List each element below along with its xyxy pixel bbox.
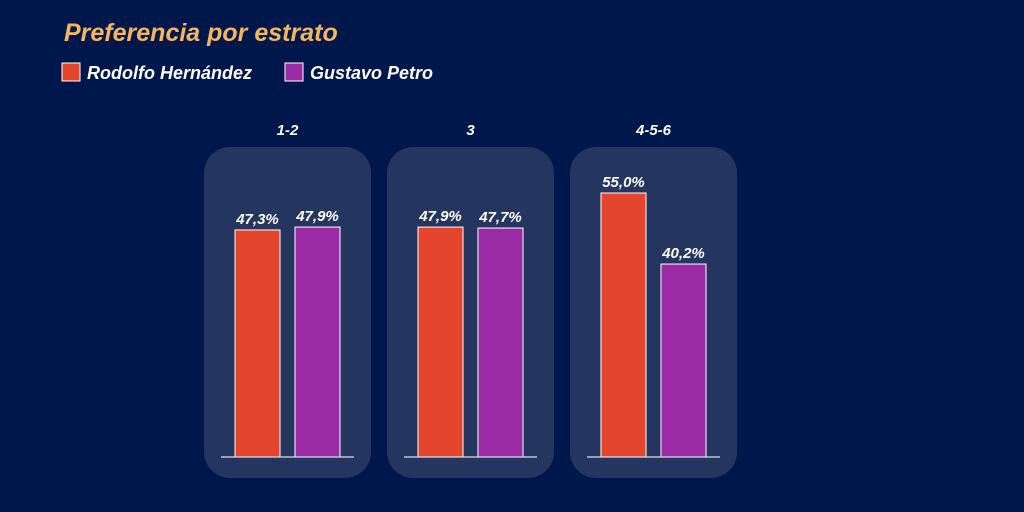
bar-4-5-6-series-0 — [600, 192, 647, 458]
panel-4-5-6 — [570, 147, 737, 478]
value-label-1-2-series-0: 47,3% — [235, 211, 279, 228]
panels: 1-2 47,3% 47,9% 3 47,9% 47,7% 4-5-6 55,0% 40,2% — [204, 122, 737, 478]
value-label-4-5-6-series-0: 55,0% — [602, 174, 645, 191]
legend-label-rodolfo-hernandez: Rodolfo Hernández — [87, 63, 252, 83]
legend-swatch-rodolfo-hernandez — [61, 62, 81, 82]
legend-swatch-gustavo-petro — [284, 62, 304, 82]
value-label-4-5-6-series-1: 40,2% — [661, 245, 705, 262]
value-label-1-2-series-1: 47,9% — [295, 208, 339, 225]
panel-3 — [387, 147, 554, 478]
category-label-3: 3 — [466, 122, 475, 139]
value-label-3-series-0: 47,9% — [418, 208, 462, 225]
bar-3-series-1 — [477, 227, 524, 458]
bar-1-2-series-0 — [234, 229, 281, 458]
legend: Rodolfo Hernández Gustavo Petro — [61, 62, 433, 83]
panel-1-2 — [204, 147, 371, 478]
value-label-3-series-1: 47,7% — [478, 209, 522, 226]
category-label-1-2: 1-2 — [277, 122, 299, 139]
category-label-4-5-6: 4-5-6 — [635, 122, 672, 139]
bar-4-5-6-series-1 — [660, 263, 707, 458]
bar-1-2-series-1 — [294, 226, 341, 458]
legend-label-gustavo-petro: Gustavo Petro — [310, 63, 433, 83]
chart-title: Preferencia por estrato — [64, 19, 338, 47]
bar-3-series-0 — [417, 226, 464, 458]
